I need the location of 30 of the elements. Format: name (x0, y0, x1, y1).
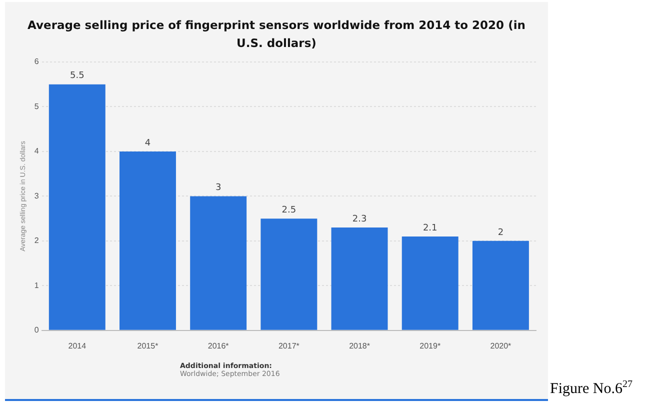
x-tick-label: 2019* (420, 341, 441, 350)
y-tick-label: 1 (34, 280, 40, 290)
x-tick-label: 2015* (137, 341, 158, 350)
data-label: 2.5 (282, 205, 296, 216)
y-tick-label: 2 (34, 236, 40, 246)
y-tick-label: 3 (34, 191, 40, 200)
y-tick-label: 4 (34, 146, 40, 156)
data-label: 2 (498, 228, 504, 238)
bar (120, 151, 176, 330)
y-tick-label: 0 (34, 326, 40, 335)
chart-title: Average selling price of fingerprint sensors worldwide from 2014 to 2020 (in U.S. dollars) (26, 17, 526, 52)
data-label: 2.1 (422, 223, 438, 234)
bar (260, 218, 318, 330)
data-label: 4 (144, 138, 151, 148)
bar (190, 196, 247, 330)
data-label: 3 (215, 183, 222, 194)
bar (402, 236, 458, 330)
bar (472, 240, 529, 330)
y-tick-label: 5 (34, 102, 40, 111)
x-tick-label: 2018* (349, 341, 370, 350)
x-tick-label: 2017* (278, 341, 300, 350)
bar (48, 84, 106, 330)
data-label: 2.3 (352, 214, 367, 224)
text: Figure No.6$^{27}$ (550, 379, 632, 398)
x-tick-label: 2020* (490, 341, 512, 350)
data-label: 5.5 (70, 71, 84, 82)
bar (331, 228, 388, 330)
x-tick-label: 2016* (208, 341, 229, 350)
y-tick-label: 6 (34, 57, 40, 66)
x-tick-label: 2014 (68, 341, 87, 350)
